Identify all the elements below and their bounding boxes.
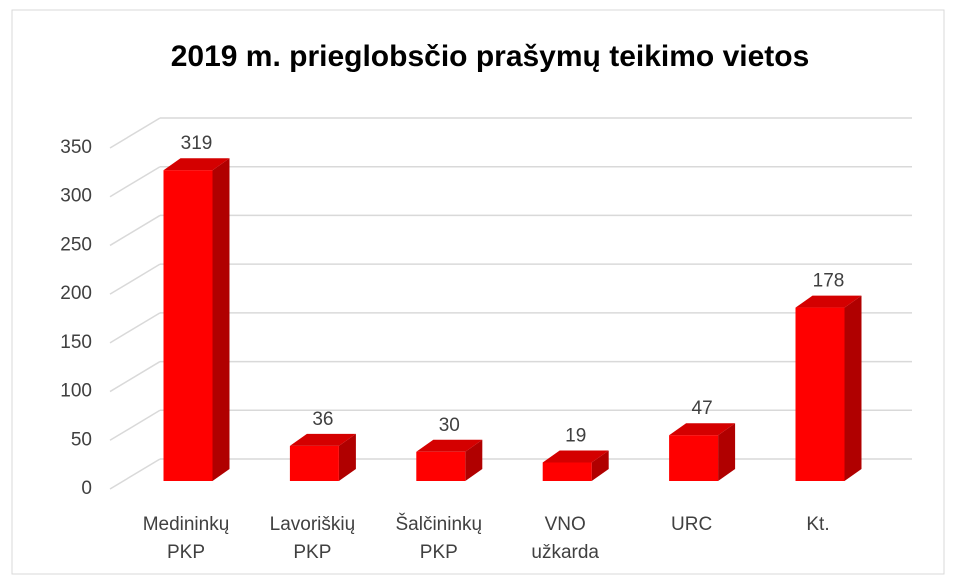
x-tick-label: Šalčininkų xyxy=(395,513,482,535)
chart-title: 2019 m. prieglobsčio prašymų teikimo vie… xyxy=(171,40,810,73)
bar-side xyxy=(465,439,483,481)
y-tick-label: 250 xyxy=(60,234,92,255)
grid-line xyxy=(109,458,161,490)
grid-line xyxy=(109,360,161,393)
x-tick-label: URC xyxy=(671,514,712,535)
bar xyxy=(163,170,213,481)
bar-side xyxy=(338,433,356,481)
grid-line xyxy=(109,214,161,247)
x-tick-label: PKP xyxy=(167,542,205,563)
x-tick-label: VNO xyxy=(545,514,586,535)
data-label: 319 xyxy=(181,133,213,154)
y-tick-label: 0 xyxy=(81,478,92,499)
bar-side xyxy=(591,450,609,481)
bar-side xyxy=(718,423,736,481)
chart-frame xyxy=(11,9,945,575)
bar-top xyxy=(669,423,736,436)
bar-top xyxy=(163,158,230,171)
bar xyxy=(542,462,592,481)
x-tick-label: Lavoriškių xyxy=(270,514,356,535)
grid-line xyxy=(109,263,161,295)
x-tick-label: užkarda xyxy=(531,542,599,563)
grid-line xyxy=(109,166,161,198)
y-tick-label: 300 xyxy=(60,186,92,207)
bar-top xyxy=(795,295,862,308)
grid-line xyxy=(109,409,161,441)
y-tick-label: 100 xyxy=(60,381,92,402)
y-tick-label: 50 xyxy=(71,429,92,450)
x-tick-label: PKP xyxy=(293,542,331,563)
bar xyxy=(289,445,339,481)
data-label: 19 xyxy=(565,426,586,447)
data-label: 30 xyxy=(439,415,460,436)
bar-top xyxy=(416,439,483,452)
bar-side xyxy=(844,295,862,481)
bar xyxy=(416,451,466,481)
data-label: 178 xyxy=(813,271,845,292)
y-tick-label: 200 xyxy=(60,283,92,304)
y-tick-label: 350 xyxy=(60,137,92,158)
x-tick-label: Kt. xyxy=(806,514,829,535)
bar-side xyxy=(212,158,230,481)
bar xyxy=(669,435,719,481)
grid-line xyxy=(109,117,161,149)
data-label: 36 xyxy=(312,409,333,430)
bar-top xyxy=(289,433,356,446)
grid-line xyxy=(109,312,161,344)
x-tick-label: PKP xyxy=(420,542,458,563)
bar xyxy=(795,307,845,481)
bar-top xyxy=(542,450,609,463)
data-label: 47 xyxy=(692,398,713,419)
y-tick-label: 150 xyxy=(60,332,92,353)
x-tick-label: Medininkų xyxy=(143,514,230,535)
